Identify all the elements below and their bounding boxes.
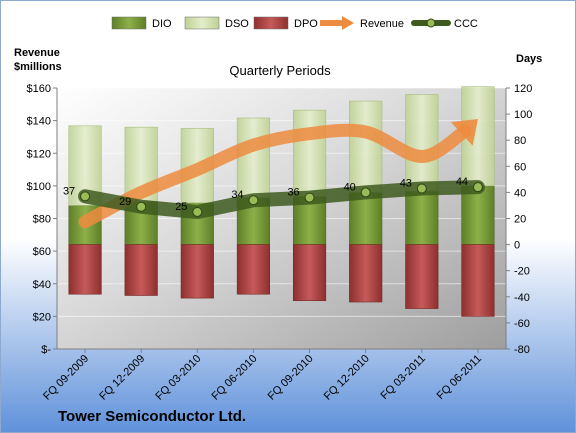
right-axis-tick-label: 120 <box>514 83 532 95</box>
left-axis-tick-label: $120 <box>27 148 51 160</box>
left-axis-title-line1: Revenue <box>14 47 60 59</box>
dpo-bar <box>124 244 158 296</box>
ccc-data-label: 44 <box>456 176 468 188</box>
right-axis-tick-label: 40 <box>514 187 526 199</box>
left-axis-tick-label: $60 <box>33 246 51 258</box>
revenue-line <box>78 123 472 229</box>
right-axis-tick-label: 0 <box>514 240 520 252</box>
ccc-data-label: 25 <box>175 201 187 213</box>
ccc-marker <box>472 182 483 193</box>
right-axis-tick-label: 60 <box>514 161 526 173</box>
ccc-data-label: 43 <box>400 177 412 189</box>
legend-label-revenue: Revenue <box>360 18 404 30</box>
dso-bar <box>349 100 383 193</box>
revenue-arrow <box>78 118 478 229</box>
dpo-bar <box>236 244 271 295</box>
right-axis-tick-label: -40 <box>514 292 530 304</box>
legend-swatch-revenue-head <box>342 16 354 30</box>
ccc-marker <box>80 191 91 202</box>
dio-bar <box>405 190 439 245</box>
legend-label-dso: DSO <box>225 18 249 30</box>
dpo-bar <box>349 244 383 303</box>
legend-swatch-dso <box>184 16 220 30</box>
left-axis-title-line2: $millions <box>14 61 62 73</box>
left-axis-tick-label: $40 <box>33 279 51 291</box>
ccc-marker <box>416 183 427 194</box>
right-axis-title: Days <box>516 53 542 65</box>
dso-bar <box>236 117 271 198</box>
ccc-data-label: 34 <box>231 189 243 201</box>
dpo-bar <box>180 244 214 299</box>
left-axis-tick-label: $160 <box>27 83 51 95</box>
dpo-bar <box>292 244 327 302</box>
ccc-marker <box>136 201 147 212</box>
left-axis-tick-label: $100 <box>27 181 51 193</box>
ccc-marker <box>192 206 203 217</box>
right-axis-tick-label: -20 <box>514 266 530 278</box>
right-axis-tick-label: 100 <box>514 109 532 121</box>
legend-label-dio: DIO <box>152 18 172 30</box>
right-axis-tick-label: 20 <box>514 214 526 226</box>
left-axis-tick-label: $20 <box>33 311 51 323</box>
right-axis-tick-label: -80 <box>514 344 530 356</box>
dio-bar <box>349 192 383 245</box>
left-axis-tick-label: $80 <box>33 214 51 226</box>
legend-label-ccc: CCC <box>454 18 478 30</box>
ccc-data-label: 29 <box>119 196 131 208</box>
dpo-bar <box>461 244 495 317</box>
ccc-marker <box>360 187 371 198</box>
left-axis-tick-label: $140 <box>27 116 51 128</box>
legend-swatch-dpo <box>253 16 289 30</box>
dpo-bar <box>68 244 102 295</box>
revenue-arrowhead <box>450 118 478 146</box>
ccc-line <box>78 180 485 219</box>
ccc-marker <box>304 192 315 203</box>
company-name: Tower Semiconductor Ltd. <box>58 408 246 425</box>
dpo-bar <box>405 244 439 309</box>
ccc-data-label: 40 <box>344 181 356 193</box>
dso-bar <box>292 109 327 197</box>
dio-bar <box>461 185 495 245</box>
chart-subtitle: Quarterly Periods <box>229 63 331 78</box>
legend-swatch-ccc-marker <box>426 18 436 28</box>
legend-swatch-dio <box>111 16 147 30</box>
right-axis-tick-label: -60 <box>514 318 530 330</box>
bars <box>68 86 495 317</box>
legend-label-dpo: DPO <box>294 18 318 30</box>
left-axis-tick-label: $- <box>41 344 51 356</box>
legend: DIO DSO DPO Revenue CCC <box>111 16 478 30</box>
ccc-data-label: 36 <box>287 187 299 199</box>
ccc-series: 37 29 25 34 36 40 43 44 <box>63 176 485 219</box>
ccc-data-label: 37 <box>63 185 75 197</box>
ccc-marker <box>248 195 259 206</box>
right-axis-tick-label: 80 <box>514 135 526 147</box>
